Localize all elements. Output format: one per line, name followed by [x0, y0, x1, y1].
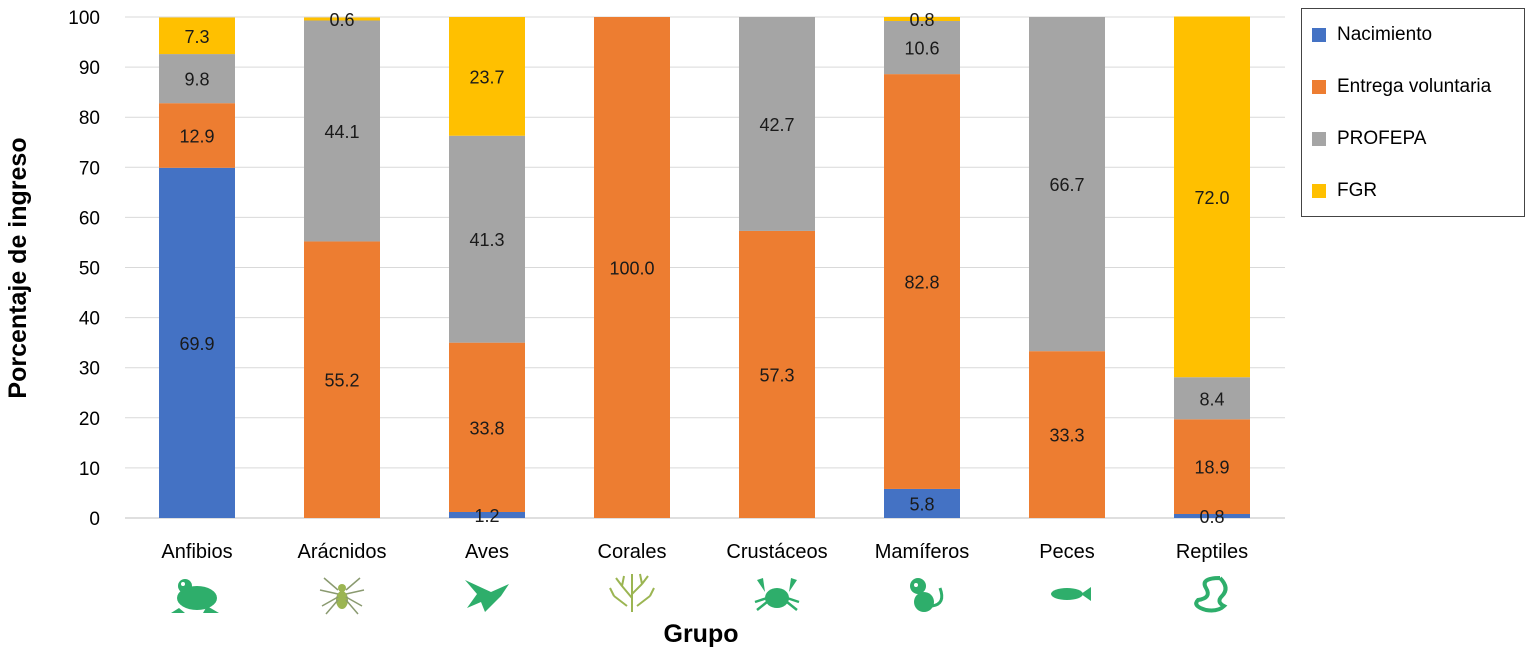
data-label: 44.1: [324, 122, 359, 142]
bar-segment: [304, 20, 380, 242]
legend-item: PROFEPA: [1312, 128, 1426, 150]
y-axis-ticks: 0 10 20 30 40 50 60 70 80 90 100: [68, 8, 100, 530]
data-label: 42.7: [759, 115, 794, 135]
x-tick-label: Corales: [598, 541, 667, 563]
bar-segment: [304, 241, 380, 518]
data-label: 69.9: [179, 334, 214, 354]
bar-segment: [1174, 419, 1250, 514]
y-tick-label: 0: [89, 509, 100, 530]
stacked-bar-chart: 0 10 20 30 40 50 60 70 80 90 100 69.9 12.9 9.8 7.3 55.…: [4, 8, 1285, 648]
bar-segment: [1174, 513, 1250, 518]
legend-item: Entrega voluntaria: [1312, 76, 1491, 98]
gridlines: [125, 16, 1285, 519]
y-tick-label: 10: [79, 459, 100, 480]
bar-segment: [884, 21, 960, 75]
y-tick-label: 100: [68, 8, 100, 29]
data-label: 0.8: [1199, 507, 1224, 527]
data-label: 23.7: [469, 67, 504, 87]
x-tick-label: Mamíferos: [875, 541, 969, 563]
bar-segment: [1029, 17, 1105, 352]
data-label: 0.8: [909, 10, 934, 30]
y-tick-label: 30: [79, 359, 100, 380]
y-tick-label: 20: [79, 409, 100, 430]
x-tick-label: Aves: [465, 541, 509, 563]
data-label: 0.6: [329, 10, 354, 30]
crab-icon: [754, 578, 800, 611]
bars: [159, 16, 1250, 518]
bar-segment: [594, 17, 670, 518]
data-label: 66.7: [1049, 175, 1084, 195]
monkey-icon: [910, 578, 944, 612]
y-tick-label: 50: [79, 259, 100, 280]
data-label: 1.2: [474, 506, 499, 526]
data-label: 72.0: [1194, 188, 1229, 208]
y-tick-label: 40: [79, 309, 100, 330]
bar-segment: [739, 230, 815, 518]
coral-icon: [609, 573, 655, 612]
fish-icon: [1051, 587, 1091, 601]
data-label: 7.3: [184, 27, 209, 47]
bar-segment: [449, 511, 525, 518]
bar-segment: [1174, 16, 1250, 378]
legend-swatch: [1312, 132, 1326, 146]
bar-segment: [884, 488, 960, 518]
data-label: 33.8: [469, 418, 504, 438]
y-tick-label: 70: [79, 158, 100, 179]
data-label: 33.3: [1049, 426, 1084, 446]
bar-segment: [449, 17, 525, 136]
legend-label: FGR: [1337, 180, 1378, 201]
data-label: 57.3: [759, 365, 794, 385]
legend-item: FGR: [1312, 180, 1377, 202]
bar-segment: [449, 342, 525, 512]
bar-segment: [1029, 351, 1105, 518]
data-label: 8.4: [1199, 389, 1224, 409]
legend-label: Nacimiento: [1337, 24, 1433, 45]
y-tick-label: 80: [79, 108, 100, 129]
legend: Nacimiento Entrega voluntaria PROFEPA FGR: [1301, 8, 1525, 217]
bar-segment: [159, 17, 235, 55]
bar-segment: [1174, 377, 1250, 420]
frog-icon: [171, 579, 219, 613]
bar-segment: [159, 167, 235, 518]
spider-icon: [319, 577, 365, 615]
y-tick-label: 60: [79, 208, 100, 229]
data-label: 18.9: [1194, 458, 1229, 478]
data-label: 9.8: [184, 70, 209, 90]
data-label: 5.8: [909, 494, 934, 514]
x-axis-title: Grupo: [664, 620, 739, 648]
data-label: 55.2: [324, 371, 359, 391]
legend-label: Entrega voluntaria: [1337, 76, 1492, 97]
bar-segment: [884, 74, 960, 489]
category-icons: [171, 573, 1228, 615]
x-axis-categories: Anfibios Arácnidos Aves Corales Crustáceos Ma…: [161, 541, 1248, 563]
legend-swatch: [1312, 184, 1326, 198]
bar-segment: [884, 17, 960, 22]
bar-segment: [159, 103, 235, 168]
x-tick-label: Reptiles: [1176, 541, 1248, 563]
data-label: 100.0: [609, 259, 654, 279]
data-labels: 69.9 12.9 9.8 7.3 55.2 44.1 0.6 1.2 33.8 41.3 23.7…: [179, 10, 1229, 527]
bar-segment: [449, 135, 525, 343]
legend-label: PROFEPA: [1337, 128, 1427, 149]
y-tick-label: 90: [79, 58, 100, 79]
data-label: 12.9: [179, 126, 214, 146]
hummingbird-icon: [465, 580, 509, 612]
bar-segment: [739, 17, 815, 231]
y-axis-title: Porcentaje de ingreso: [4, 137, 32, 398]
x-tick-label: Peces: [1039, 541, 1095, 563]
bar-segment: [159, 54, 235, 104]
bar-segment: [304, 17, 380, 21]
legend-item: Nacimiento: [1312, 24, 1432, 46]
x-tick-label: Crustáceos: [726, 541, 827, 563]
legend-swatch: [1312, 28, 1326, 42]
data-label: 10.6: [904, 39, 939, 59]
legend-swatch: [1312, 80, 1326, 94]
x-tick-label: Arácnidos: [298, 541, 387, 563]
data-label: 82.8: [904, 273, 939, 293]
data-label: 41.3: [469, 230, 504, 250]
x-tick-label: Anfibios: [161, 541, 232, 563]
snake-icon: [1194, 576, 1228, 613]
